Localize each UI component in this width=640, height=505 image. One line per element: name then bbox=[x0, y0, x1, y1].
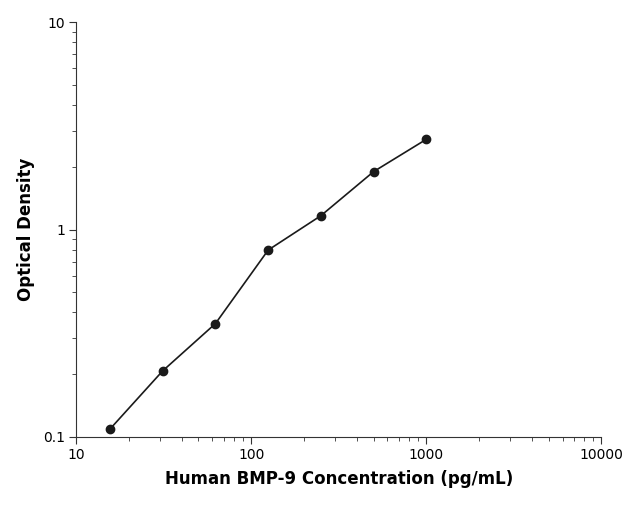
Y-axis label: Optical Density: Optical Density bbox=[17, 158, 35, 301]
X-axis label: Human BMP-9 Concentration (pg/mL): Human BMP-9 Concentration (pg/mL) bbox=[164, 470, 513, 488]
